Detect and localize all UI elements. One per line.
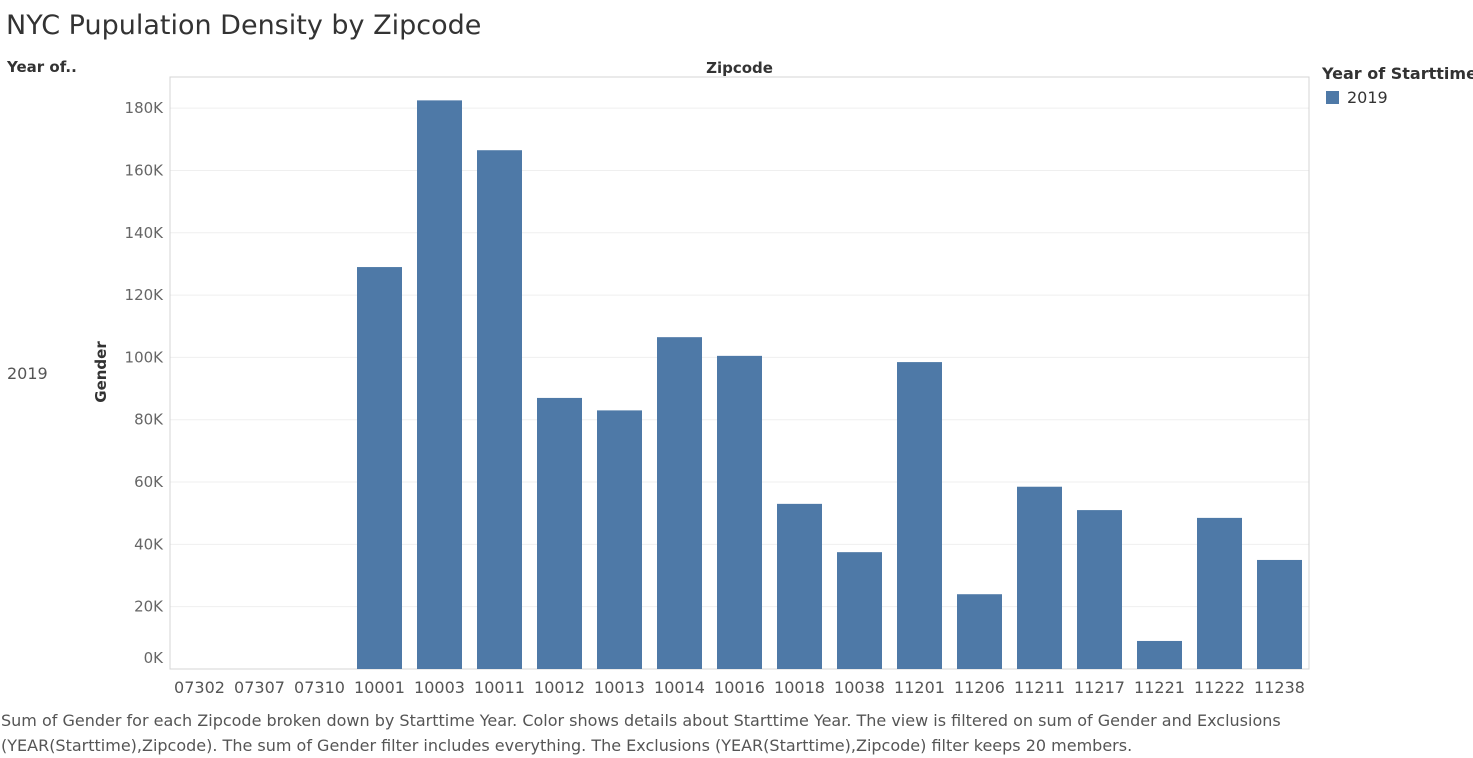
x-tick-label[interactable]: 11217 bbox=[1074, 678, 1125, 697]
y-tick-label: 80K bbox=[134, 411, 164, 429]
bar-10018[interactable] bbox=[777, 503, 822, 669]
x-tick-label[interactable]: 07307 bbox=[234, 678, 285, 697]
chart-title: NYC Pupulation Density by Zipcode bbox=[6, 10, 482, 41]
bar-10038[interactable] bbox=[837, 552, 882, 669]
y-axis-ticks: 0K 20K 40K 60K 80K 100K 120K 140K 160K 180K bbox=[125, 99, 165, 667]
bars bbox=[357, 100, 1302, 670]
y-tick-label: 180K bbox=[125, 99, 165, 117]
y-tick-label: 60K bbox=[134, 473, 164, 491]
bar-10016[interactable] bbox=[717, 355, 762, 669]
y-tick-label: 140K bbox=[125, 224, 165, 242]
legend-item-2019[interactable]: 2019 bbox=[1326, 87, 1388, 107]
legend-swatch bbox=[1326, 90, 1339, 104]
caption: Sum of Gender for each Zipcode broken do… bbox=[1, 711, 1281, 755]
bar-11201[interactable] bbox=[897, 362, 942, 669]
legend-label: 2019 bbox=[1347, 87, 1388, 107]
bar-11221[interactable] bbox=[1137, 640, 1182, 669]
x-tick-label[interactable]: 07310 bbox=[294, 678, 345, 697]
row-header[interactable]: Year of.. bbox=[7, 58, 77, 76]
bar-11217[interactable] bbox=[1077, 510, 1122, 669]
x-tick-label[interactable]: 10003 bbox=[414, 678, 465, 697]
bar-11222[interactable] bbox=[1197, 517, 1242, 669]
bar-10011[interactable] bbox=[477, 150, 522, 669]
column-header[interactable]: Zipcode bbox=[706, 59, 773, 77]
bar-10014[interactable] bbox=[657, 337, 702, 669]
bar-11211[interactable] bbox=[1017, 486, 1062, 669]
x-tick-label[interactable]: 11221 bbox=[1134, 678, 1185, 697]
y-tick-label: 160K bbox=[125, 161, 165, 179]
x-tick-label[interactable]: 10016 bbox=[714, 678, 765, 697]
x-tick-label[interactable]: 11201 bbox=[894, 678, 945, 697]
x-tick-label[interactable]: 10011 bbox=[474, 678, 525, 697]
x-tick-label[interactable]: 11211 bbox=[1014, 678, 1065, 697]
x-tick-label[interactable]: 11206 bbox=[954, 678, 1005, 697]
bar-10001[interactable] bbox=[357, 267, 402, 669]
x-tick-label[interactable]: 11222 bbox=[1194, 678, 1245, 697]
x-tick-label[interactable]: 11238 bbox=[1254, 678, 1305, 697]
y-axis-title: Gender bbox=[92, 341, 110, 403]
x-tick-label[interactable]: 10038 bbox=[834, 678, 885, 697]
bar-10012[interactable] bbox=[537, 397, 582, 669]
y-tick-label: 40K bbox=[134, 535, 164, 553]
x-tick-label[interactable]: 10013 bbox=[594, 678, 645, 697]
y-tick-label: 100K bbox=[125, 348, 165, 366]
bar-10003[interactable] bbox=[417, 100, 462, 670]
x-axis-ticks: 07302 07307 07310 10001 10003 10011 10012 10013… bbox=[174, 678, 1305, 697]
bar-11238[interactable] bbox=[1257, 559, 1302, 669]
x-tick-label[interactable]: 10012 bbox=[534, 678, 585, 697]
x-tick-label[interactable]: 10014 bbox=[654, 678, 705, 697]
bar-10013[interactable] bbox=[597, 410, 642, 669]
bar-11206[interactable] bbox=[957, 594, 1002, 669]
y-tick-label: 20K bbox=[134, 598, 164, 616]
x-tick-label[interactable]: 10001 bbox=[354, 678, 405, 697]
x-tick-label[interactable]: 10018 bbox=[774, 678, 825, 697]
x-tick-label[interactable]: 07302 bbox=[174, 678, 225, 697]
legend-title: Year of Starttime bbox=[1322, 64, 1473, 83]
y-tick-label: 120K bbox=[125, 286, 165, 304]
row-value: 2019 bbox=[7, 364, 48, 383]
y-tick-label: 0K bbox=[144, 649, 165, 667]
